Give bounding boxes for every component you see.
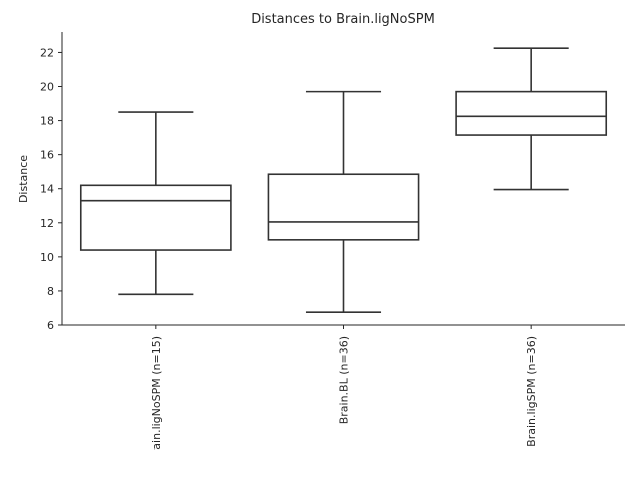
chart-title: Distances to Brain.ligNoSPM xyxy=(251,12,435,27)
iqr-box xyxy=(455,90,608,136)
y-tick-label: 20 xyxy=(40,81,54,94)
y-tick-label: 18 xyxy=(40,115,54,128)
x-tick-label: Brain.ligSPM (n=36) xyxy=(525,336,538,447)
x-tick-labels: Brain.ligNoSPM (n=15) Brain.BL (n=36) Brai… xyxy=(150,336,538,462)
box-plot-3 xyxy=(455,47,608,191)
box-plot-1 xyxy=(79,111,232,296)
y-tick-label: 16 xyxy=(40,149,54,162)
iqr-box xyxy=(79,184,232,251)
iqr-box xyxy=(267,173,420,241)
y-tick-label: 22 xyxy=(40,46,54,59)
y-axis-label: Distance xyxy=(17,155,30,203)
x-tick-label: Brain.BL (n=36) xyxy=(338,336,351,424)
y-tick-label: 12 xyxy=(40,217,54,230)
y-tick-label: 6 xyxy=(47,319,54,332)
y-tick-label: 8 xyxy=(47,285,54,298)
box-plot-2 xyxy=(267,90,420,314)
y-tick-label: 10 xyxy=(40,251,54,264)
y-tick-label: 14 xyxy=(40,183,54,196)
x-tick-label: Brain.ligNoSPM (n=15) xyxy=(150,336,163,462)
